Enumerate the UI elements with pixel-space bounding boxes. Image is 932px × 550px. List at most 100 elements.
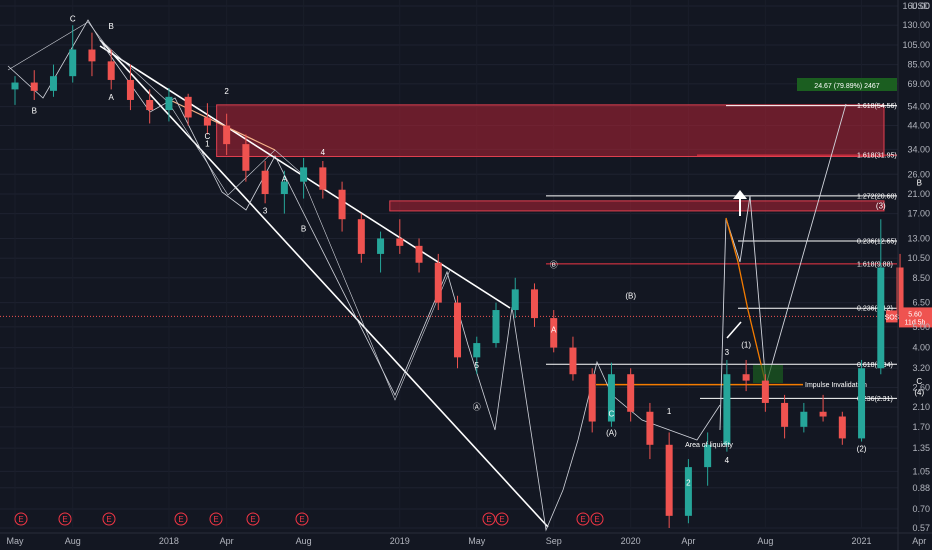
candle-body (492, 310, 500, 344)
candle-body (357, 219, 365, 254)
price-tick: 17.00 (907, 209, 930, 219)
earnings-letter: E (580, 515, 585, 524)
wave-labels: ABCBA2C1A3B45ⒶⒷAC(A)(B)1234(1)(2)(3)BC(4… (32, 15, 925, 488)
earnings-marker[interactable]: E (295, 512, 309, 526)
fib-level-label: 0.236(6.12) (857, 306, 893, 313)
price-tick: 3.20 (912, 363, 930, 373)
price-tick: 160.00 (902, 1, 930, 11)
earnings-circle (209, 512, 223, 526)
earnings-marker[interactable]: E (590, 512, 604, 526)
earnings-marker[interactable]: E (495, 512, 509, 526)
candle (550, 310, 558, 353)
candle-body (165, 96, 173, 111)
candle (434, 253, 442, 311)
candle (107, 49, 115, 90)
wave-label: A (282, 175, 288, 184)
wave-label: 5 (475, 361, 480, 370)
candle (530, 283, 538, 327)
candle (877, 219, 885, 375)
earnings-marker[interactable]: E (14, 512, 28, 526)
price-tag-countdown: 11d 5h (905, 319, 926, 326)
candle (492, 302, 500, 348)
candle (261, 161, 269, 204)
earnings-marker[interactable]: E (246, 512, 260, 526)
earnings-marker[interactable]: E (576, 512, 590, 526)
projection-path (719, 103, 847, 431)
candle-body (588, 374, 596, 422)
candle-body (858, 368, 866, 439)
candle (88, 32, 96, 77)
price-tick: 8.50 (912, 273, 930, 283)
price-tag-bg (899, 307, 932, 328)
candle-body (319, 167, 327, 190)
candle-body (877, 267, 885, 369)
candle-body (781, 402, 789, 427)
wave-label: B (109, 22, 114, 31)
earnings-marker[interactable]: E (102, 512, 116, 526)
fib-level-label: 1.618(31.95) (857, 153, 897, 160)
candle (49, 64, 57, 97)
wave-label: 2 (686, 479, 691, 488)
candle (280, 170, 288, 214)
wave-label: C (609, 410, 615, 419)
candle-body (530, 289, 538, 319)
earnings-marker[interactable]: E (174, 512, 188, 526)
wave-label: 2 (224, 87, 229, 96)
time-tick: 2021 (852, 536, 872, 546)
corrective-projection (725, 217, 767, 386)
price-tick: 85.00 (907, 60, 930, 70)
earnings-letter: E (486, 515, 491, 524)
time-tick: Apr (220, 536, 234, 546)
price-tick: 1.70 (912, 422, 930, 432)
supply-zones (216, 104, 885, 212)
annotations: 24.67 (79.89%) 2467 Area of liquidity SOS 5… (685, 78, 932, 449)
price-tick: 2.10 (912, 402, 930, 412)
ticker-tag-bg (886, 310, 898, 323)
candle (742, 359, 750, 392)
wave-label: (B) (625, 291, 636, 300)
earnings-marker[interactable]: E (482, 512, 496, 526)
candle (454, 295, 462, 369)
lower-channel-line (99, 39, 549, 528)
price-tick: 4.00 (912, 343, 930, 353)
wave-label: 4 (321, 148, 326, 157)
earnings-circle (102, 512, 116, 526)
earnings-letter: E (106, 515, 111, 524)
candle (319, 161, 327, 199)
earnings-circle (174, 512, 188, 526)
time-tick: 2020 (621, 536, 641, 546)
wave-label: 1 (667, 407, 672, 416)
candle-body (550, 318, 558, 348)
wave-path (7, 21, 451, 401)
time-tick: May (6, 536, 24, 546)
price-tick: 21.00 (907, 189, 930, 199)
candle-body (203, 117, 211, 126)
wave-label: (A) (606, 428, 617, 437)
earnings-circle (58, 512, 72, 526)
wave-label: C (916, 377, 922, 386)
candle-body (184, 96, 192, 118)
fib-level-label: 1.618(54.56) (857, 103, 897, 110)
gridlines (0, 5, 898, 529)
earnings-circle (295, 512, 309, 526)
earnings-marker[interactable]: E (58, 512, 72, 526)
candle-body (511, 289, 519, 311)
earnings-marker[interactable]: E (209, 512, 223, 526)
candle (415, 238, 423, 273)
candle-body (338, 189, 346, 220)
candle (569, 336, 577, 381)
price-axis: 160.00 130.00 105.00 85.00 69.00 54.00 44.00 34… (897, 0, 930, 550)
price-tick: 130.00 (902, 20, 930, 30)
candle (646, 402, 654, 460)
wave-path (7, 19, 721, 532)
wave-label: A (109, 93, 115, 102)
price-tick: 0.70 (912, 504, 930, 514)
candle-body (223, 125, 231, 145)
wave-label: B (32, 107, 37, 116)
wave-label: (2) (857, 445, 867, 454)
candle-body (646, 411, 654, 445)
time-tick: 2018 (159, 536, 179, 546)
candle-body (377, 238, 385, 254)
